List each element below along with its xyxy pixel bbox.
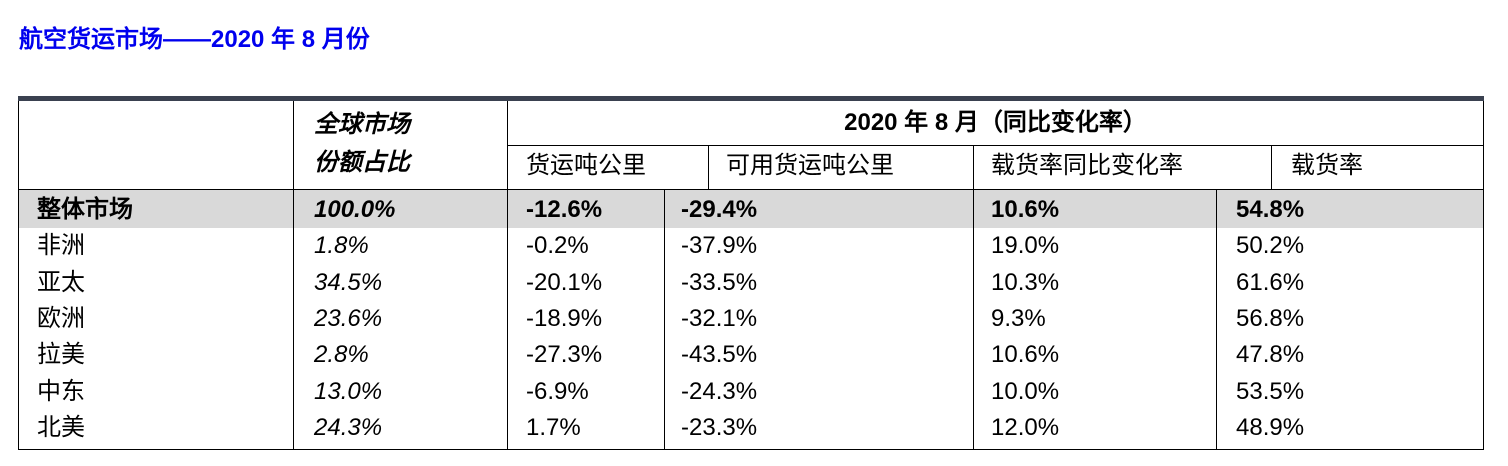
header-period: 2020 年 8 月（同比变化率）	[844, 109, 1147, 136]
row-region: 中东	[37, 378, 85, 405]
row-actk: -43.5%	[681, 341, 758, 368]
header-col-lf: 载货率	[1291, 152, 1363, 179]
row-lf: 50.2%	[1236, 232, 1305, 259]
row-share: 23.6%	[314, 305, 383, 332]
row-share: 1.8%	[314, 232, 369, 259]
divider-body-lfchange	[1216, 190, 1217, 450]
row-share: 2.8%	[314, 341, 369, 368]
total-lf: 54.8%	[1236, 196, 1305, 223]
row-lf-change: 10.6%	[991, 341, 1060, 368]
row-lf-change: 10.0%	[991, 378, 1060, 405]
row-ctk: 1.7%	[526, 414, 581, 441]
hline-table-bottom	[18, 449, 1484, 450]
row-actk: -23.3%	[681, 414, 758, 441]
header-col-lf-change: 载货率同比变化率	[991, 152, 1183, 179]
row-ctk: -6.9%	[526, 378, 589, 405]
row-actk: -24.3%	[681, 378, 758, 405]
row-lf: 48.9%	[1236, 414, 1305, 441]
row-actk: -33.5%	[681, 269, 758, 296]
divider-hdr-lfchange	[1271, 145, 1272, 190]
row-actk: -32.1%	[681, 305, 758, 332]
border-right	[1483, 101, 1484, 450]
divider-share-data	[507, 101, 508, 450]
header-col-actk: 可用货运吨公里	[726, 152, 894, 179]
row-ctk: -27.3%	[526, 341, 603, 368]
row-share: 13.0%	[314, 378, 383, 405]
total-region: 整体市场	[37, 196, 133, 223]
row-ctk: -20.1%	[526, 269, 603, 296]
row-region: 拉美	[37, 341, 85, 368]
divider-body-actk	[973, 190, 974, 450]
row-lf-change: 9.3%	[991, 305, 1046, 332]
row-lf: 56.8%	[1236, 305, 1305, 332]
row-share: 34.5%	[314, 269, 383, 296]
hline-header-bottom	[18, 189, 1484, 190]
row-ctk: -0.2%	[526, 232, 589, 259]
header-col-ctk: 货运吨公里	[526, 152, 646, 179]
row-lf: 53.5%	[1236, 378, 1305, 405]
divider-hdr-actk	[973, 145, 974, 190]
hline-header-split	[507, 145, 1484, 146]
total-lf-change: 10.6%	[991, 196, 1060, 223]
row-region: 亚太	[37, 269, 85, 296]
row-lf: 61.6%	[1236, 269, 1305, 296]
row-region: 非洲	[37, 232, 85, 259]
total-row-background	[18, 190, 1484, 228]
page-title: 航空货运市场——2020 年 8 月份	[19, 26, 370, 53]
total-ctk: -12.6%	[526, 196, 603, 223]
row-ctk: -18.9%	[526, 305, 603, 332]
divider-region-share	[293, 101, 294, 450]
total-share: 100.0%	[314, 196, 396, 223]
row-lf: 47.8%	[1236, 341, 1305, 368]
row-region: 欧洲	[37, 305, 85, 332]
row-region: 北美	[37, 414, 85, 441]
divider-body-ctk	[664, 190, 665, 450]
row-lf-change: 19.0%	[991, 232, 1060, 259]
row-share: 24.3%	[314, 414, 383, 441]
divider-hdr-ctk	[708, 145, 709, 190]
total-actk: -29.4%	[681, 196, 758, 223]
air-cargo-table: 全球市场 份额占比 2020 年 8 月（同比变化率） 货运吨公里 可用货运吨公…	[18, 96, 1484, 450]
header-share-line2: 份额占比	[314, 149, 410, 176]
row-lf-change: 10.3%	[991, 269, 1060, 296]
row-lf-change: 12.0%	[991, 414, 1060, 441]
border-left	[18, 101, 19, 450]
row-actk: -37.9%	[681, 232, 758, 259]
header-share-line1: 全球市场	[314, 111, 410, 138]
